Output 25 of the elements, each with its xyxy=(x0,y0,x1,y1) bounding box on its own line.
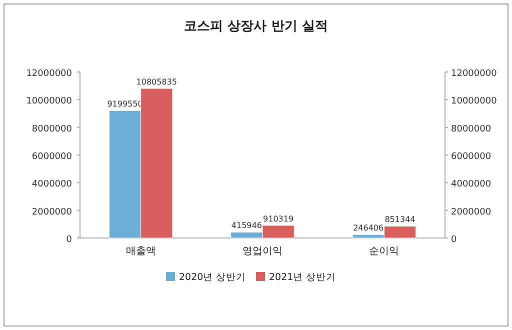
y-tick-label: 2000000 xyxy=(32,207,72,218)
y2-tick-label: 12000000 xyxy=(451,69,498,79)
x-tick-label: 순이익 xyxy=(369,246,400,257)
y2-tick-label: 10000000 xyxy=(451,96,498,107)
y-tick-label: 0 xyxy=(66,235,72,245)
data-label: 10805835 xyxy=(136,78,178,87)
y2-tick-label: 4000000 xyxy=(451,180,492,190)
data-label: 910319 xyxy=(263,214,294,224)
y2-tick-label: 0 xyxy=(451,235,457,245)
y-tick-label: 10000000 xyxy=(26,96,72,107)
y-tick-label: 6000000 xyxy=(32,152,72,162)
data-label: 415946 xyxy=(231,221,262,230)
data-label: 851344 xyxy=(384,215,416,224)
y2-tick-label: 6000000 xyxy=(451,152,492,162)
y-tick-label: 12000000 xyxy=(26,69,72,79)
y2-tick-label: 2000000 xyxy=(451,207,492,218)
y2-tick-label: 8000000 xyxy=(451,124,492,134)
x-tick-label: 영업이익 xyxy=(242,246,282,257)
y-tick-label: 8000000 xyxy=(32,124,72,134)
x-tick-label: 매출액 xyxy=(126,246,156,257)
chart-title: 코스피 상장사 반기 실적 xyxy=(184,19,328,34)
y-tick-label: 4000000 xyxy=(32,180,72,190)
legend-label: 2020년 상반기 xyxy=(179,272,246,283)
legend-label: 2021년 상반기 xyxy=(269,272,336,283)
data-label: 246406 xyxy=(353,224,384,233)
